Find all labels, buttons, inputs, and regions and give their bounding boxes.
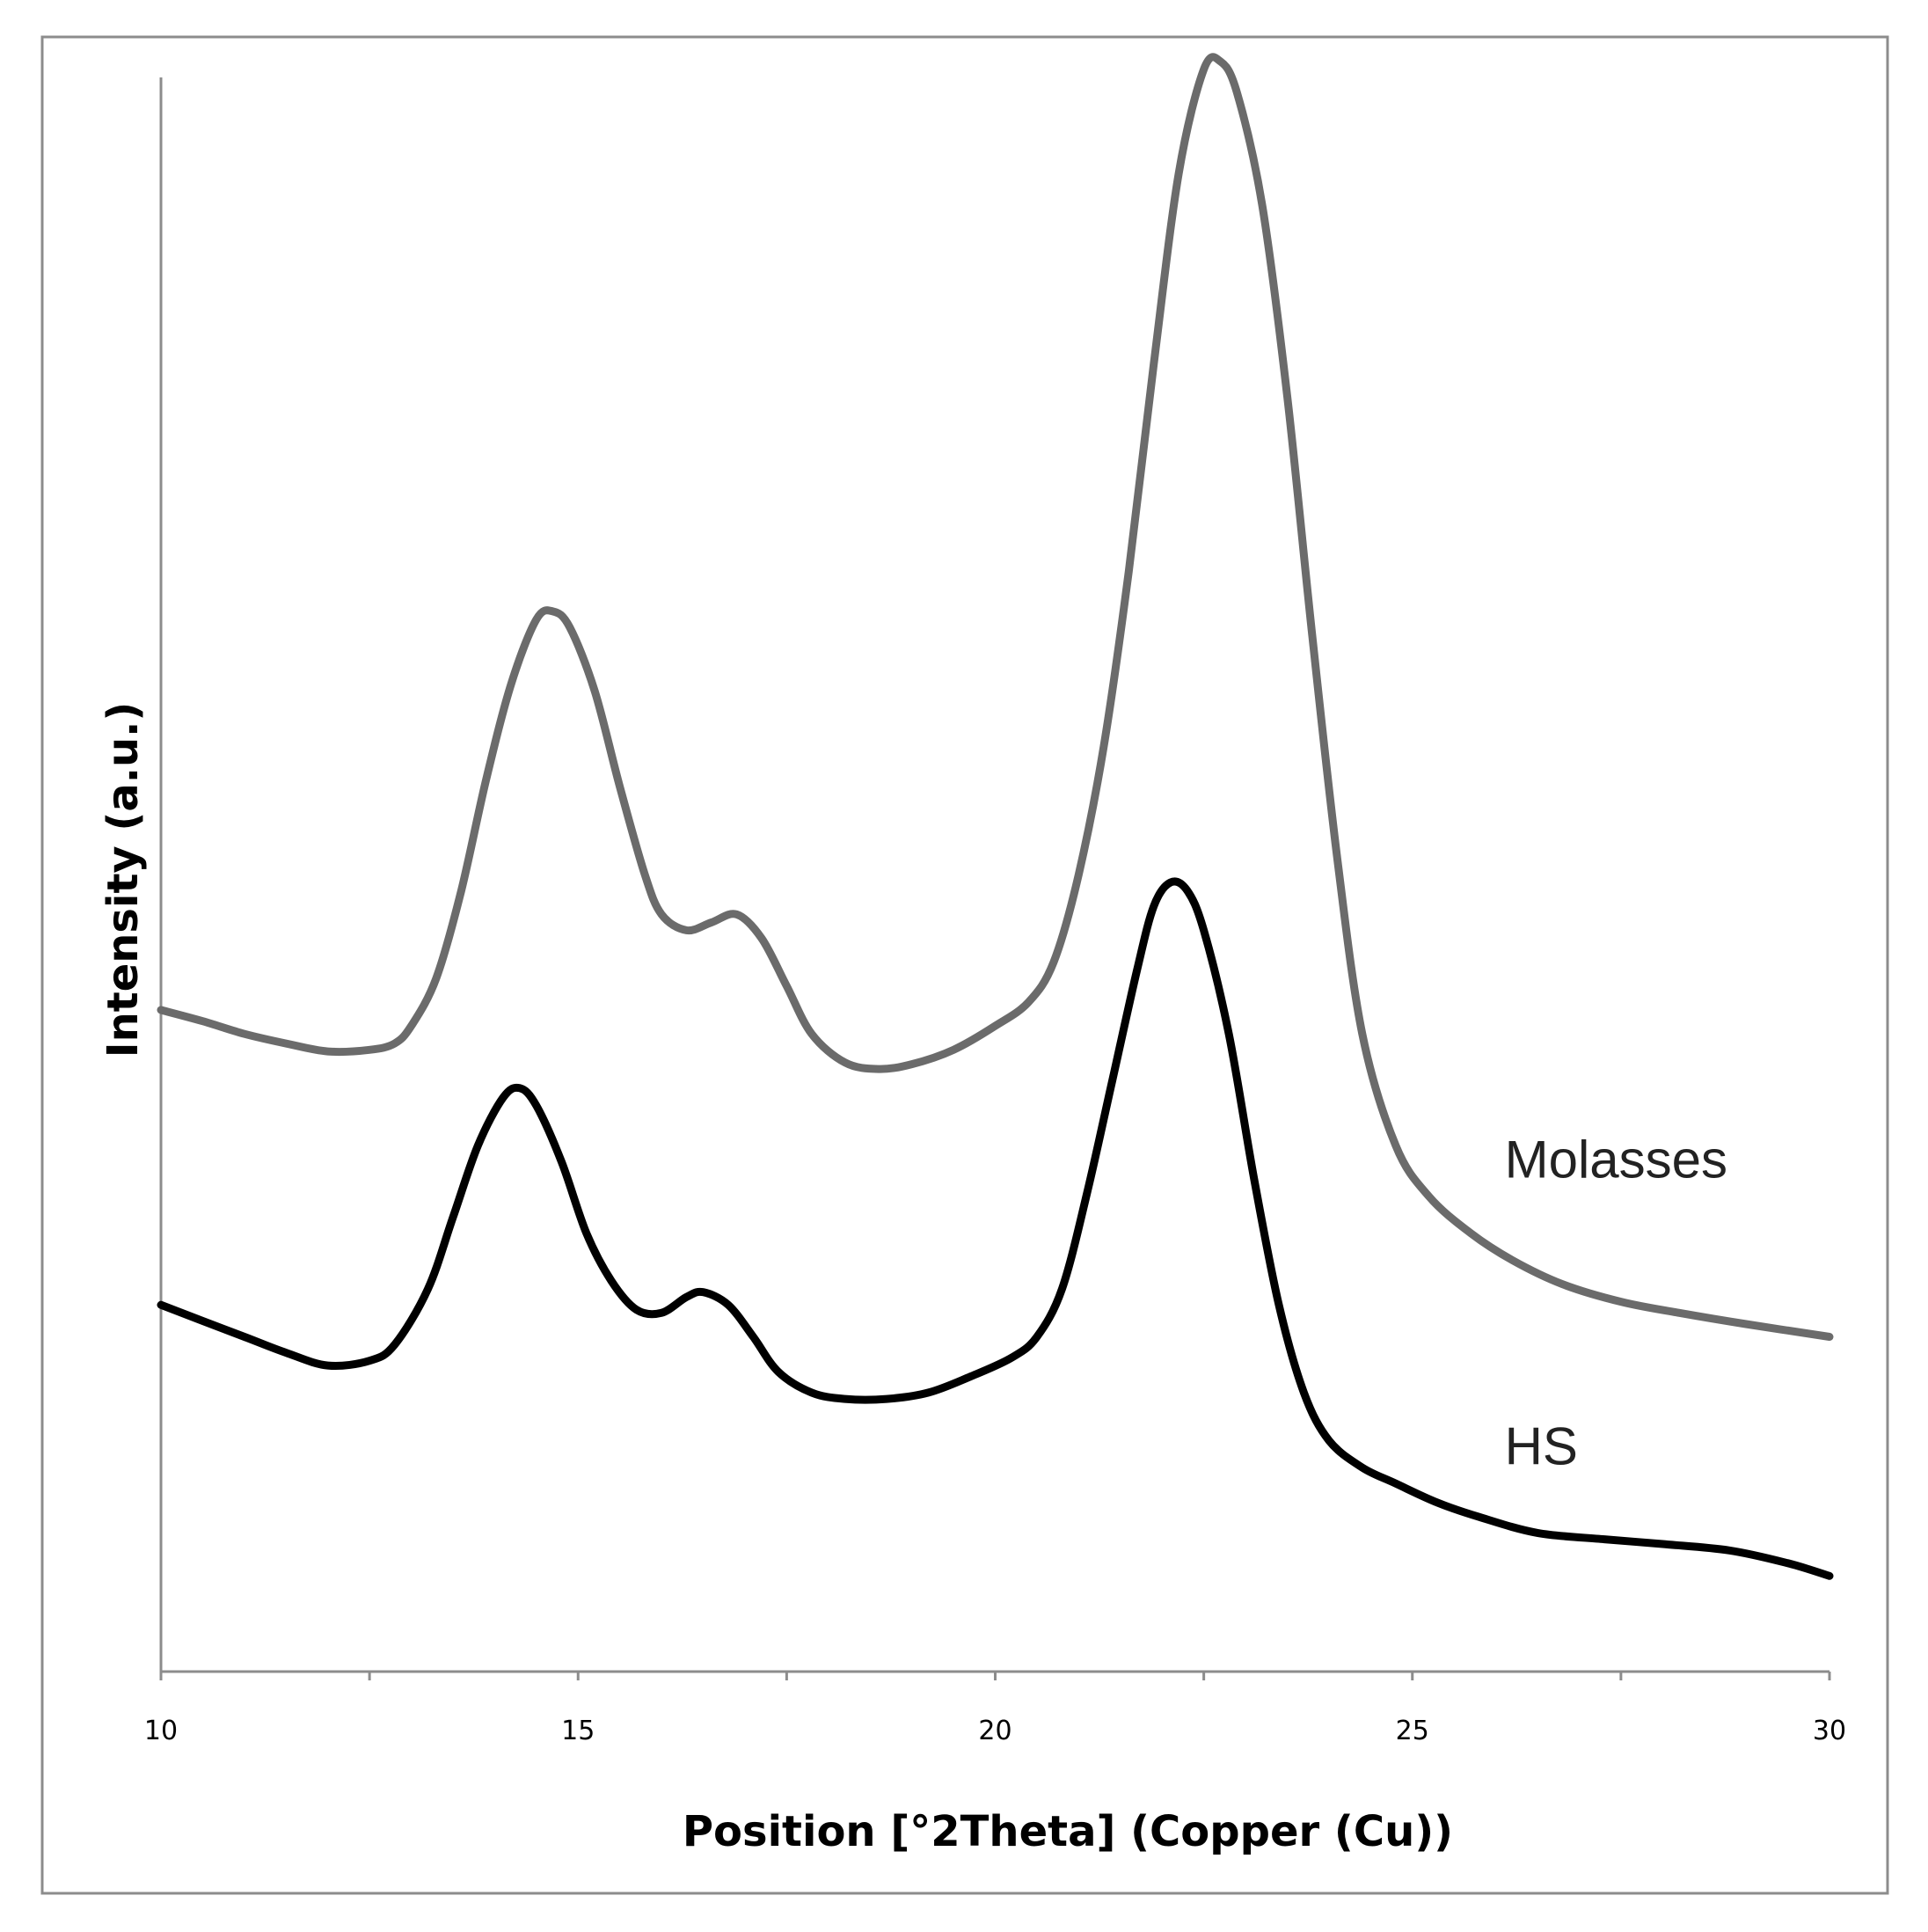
chart-border — [40, 35, 1889, 1895]
x-tick-label: 20 — [978, 1716, 1011, 1746]
x-axis-tick-labels: 10 15 20 25 30 — [144, 1716, 1846, 1746]
series-lines — [157, 53, 1834, 1580]
x-tick-label: 10 — [144, 1716, 178, 1746]
series-labels: Molasses HS — [1505, 1130, 1727, 1475]
series-line-hs — [157, 877, 1834, 1580]
x-tick-label: 25 — [1396, 1716, 1429, 1746]
series-label-molasses: Molasses — [1505, 1130, 1727, 1189]
x-axis-ticks — [159, 1672, 1831, 1680]
x-tick-label: 15 — [561, 1716, 595, 1746]
x-tick-label: 30 — [1813, 1716, 1846, 1746]
x-axis-title: Position [°2Theta] (Copper (Cu)) — [683, 1807, 1453, 1856]
series-line-molasses — [157, 53, 1834, 1341]
y-axis-title: Intensity (a.u.) — [99, 702, 148, 1058]
series-label-hs: HS — [1505, 1416, 1578, 1475]
